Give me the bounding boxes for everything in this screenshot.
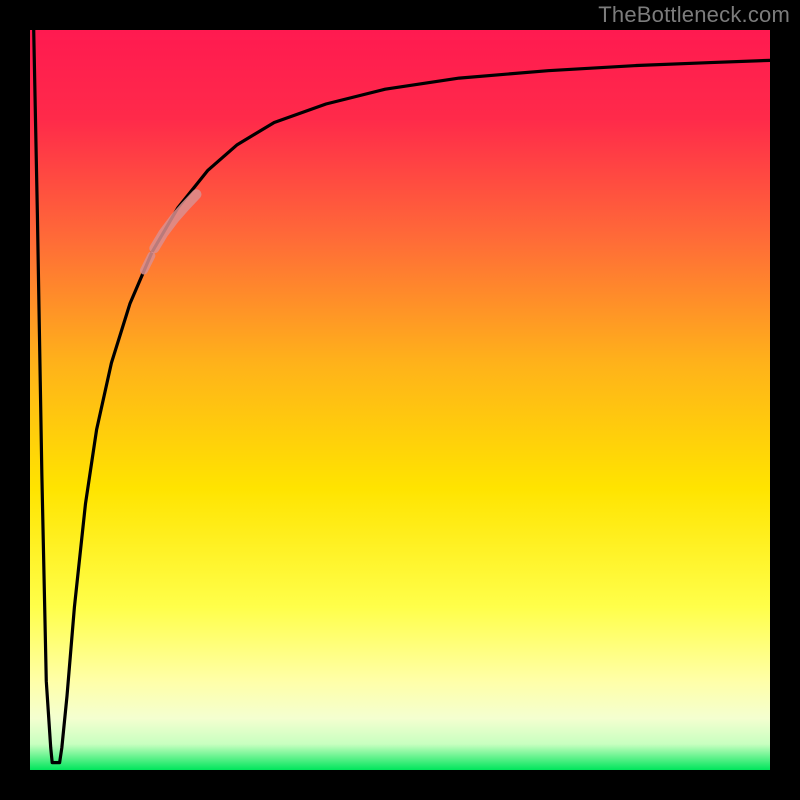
watermark-text: TheBottleneck.com: [598, 2, 790, 28]
gradient-bg: [30, 30, 770, 770]
plot-area: [30, 30, 770, 770]
plot-svg: [30, 30, 770, 770]
chart-root: { "watermark": { "text": "TheBottleneck.…: [0, 0, 800, 800]
